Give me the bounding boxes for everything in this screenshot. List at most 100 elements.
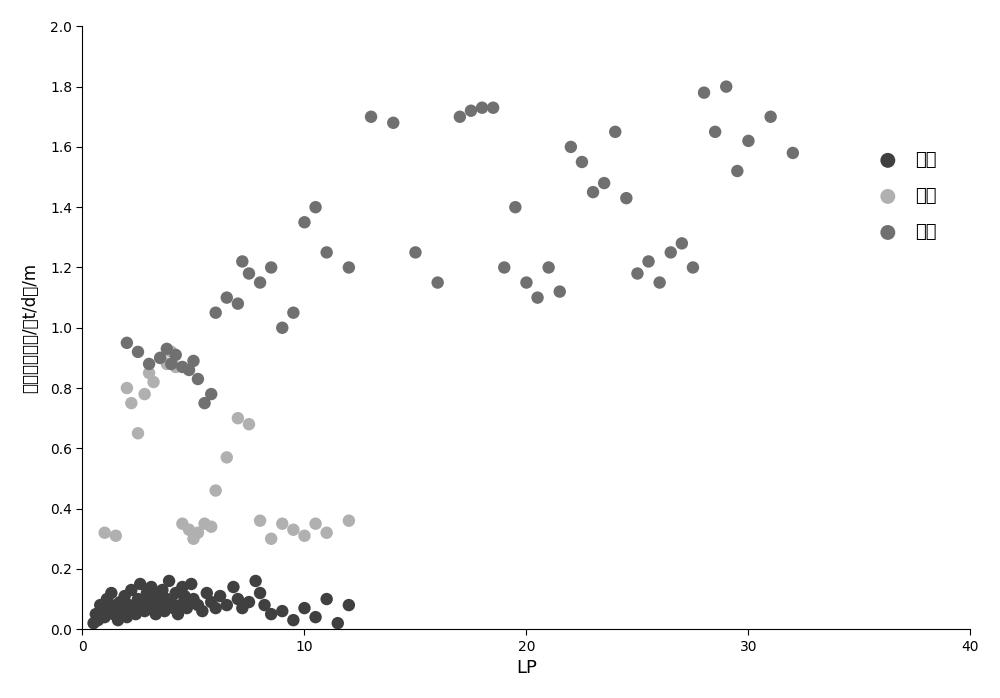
一类: [596, 177, 612, 188]
一类: [696, 87, 712, 98]
三类: [88, 609, 104, 620]
三类: [90, 614, 106, 625]
二类: [274, 518, 290, 529]
三类: [159, 593, 175, 604]
一类: [474, 102, 490, 113]
三类: [199, 588, 215, 599]
一类: [641, 256, 657, 267]
一类: [718, 81, 734, 92]
一类: [241, 268, 257, 279]
二类: [341, 515, 357, 526]
三类: [241, 597, 257, 608]
一类: [585, 186, 601, 198]
二类: [230, 413, 246, 424]
三类: [130, 593, 146, 604]
三类: [168, 588, 184, 599]
三类: [190, 600, 206, 611]
一类: [652, 277, 668, 288]
三类: [126, 602, 142, 614]
二类: [203, 521, 219, 533]
一类: [552, 286, 568, 297]
二类: [185, 533, 201, 544]
三类: [103, 588, 119, 599]
三类: [212, 591, 228, 602]
一类: [385, 117, 401, 128]
一类: [574, 156, 590, 168]
一类: [159, 343, 175, 355]
三类: [148, 609, 164, 620]
三类: [134, 600, 150, 611]
二类: [181, 524, 197, 535]
一类: [219, 292, 235, 303]
三类: [139, 588, 155, 599]
三类: [183, 579, 199, 590]
二类: [296, 530, 312, 542]
三类: [121, 600, 137, 611]
三类: [185, 593, 201, 604]
三类: [143, 581, 159, 593]
三类: [157, 606, 173, 617]
三类: [97, 611, 113, 623]
二类: [123, 398, 139, 409]
三类: [208, 602, 224, 614]
一类: [208, 307, 224, 318]
三类: [285, 614, 301, 625]
三类: [225, 581, 241, 593]
一类: [629, 268, 645, 279]
一类: [190, 373, 206, 385]
三类: [99, 593, 115, 604]
一类: [285, 307, 301, 318]
二类: [319, 527, 335, 538]
一类: [319, 247, 335, 258]
三类: [257, 600, 273, 611]
一类: [518, 277, 534, 288]
一类: [729, 165, 745, 177]
三类: [123, 584, 139, 595]
二类: [97, 527, 113, 538]
三类: [170, 609, 186, 620]
三类: [150, 591, 166, 602]
二类: [263, 533, 279, 544]
三类: [154, 584, 170, 595]
二类: [219, 452, 235, 463]
三类: [106, 609, 122, 620]
三类: [112, 597, 128, 608]
二类: [159, 358, 175, 369]
三类: [86, 618, 102, 629]
一类: [530, 292, 546, 303]
三类: [263, 609, 279, 620]
一类: [407, 247, 423, 258]
一类: [685, 262, 701, 273]
二类: [285, 524, 301, 535]
三类: [108, 600, 124, 611]
三类: [128, 609, 144, 620]
三类: [92, 600, 108, 611]
一类: [740, 135, 756, 147]
二类: [163, 346, 179, 357]
一类: [618, 193, 634, 204]
三类: [274, 606, 290, 617]
二类: [141, 367, 157, 378]
一类: [785, 147, 801, 158]
一类: [141, 358, 157, 369]
一类: [763, 111, 779, 122]
三类: [119, 611, 135, 623]
一类: [485, 102, 501, 113]
一类: [203, 389, 219, 400]
三类: [114, 606, 130, 617]
三类: [117, 591, 133, 602]
三类: [179, 602, 195, 614]
一类: [507, 202, 523, 213]
二类: [137, 389, 153, 400]
三类: [165, 602, 181, 614]
三类: [330, 618, 346, 629]
一类: [252, 277, 268, 288]
一类: [308, 202, 324, 213]
三类: [219, 600, 235, 611]
一类: [707, 126, 723, 138]
三类: [234, 602, 250, 614]
一类: [452, 111, 468, 122]
一类: [174, 362, 190, 373]
一类: [181, 364, 197, 376]
一类: [119, 337, 135, 348]
